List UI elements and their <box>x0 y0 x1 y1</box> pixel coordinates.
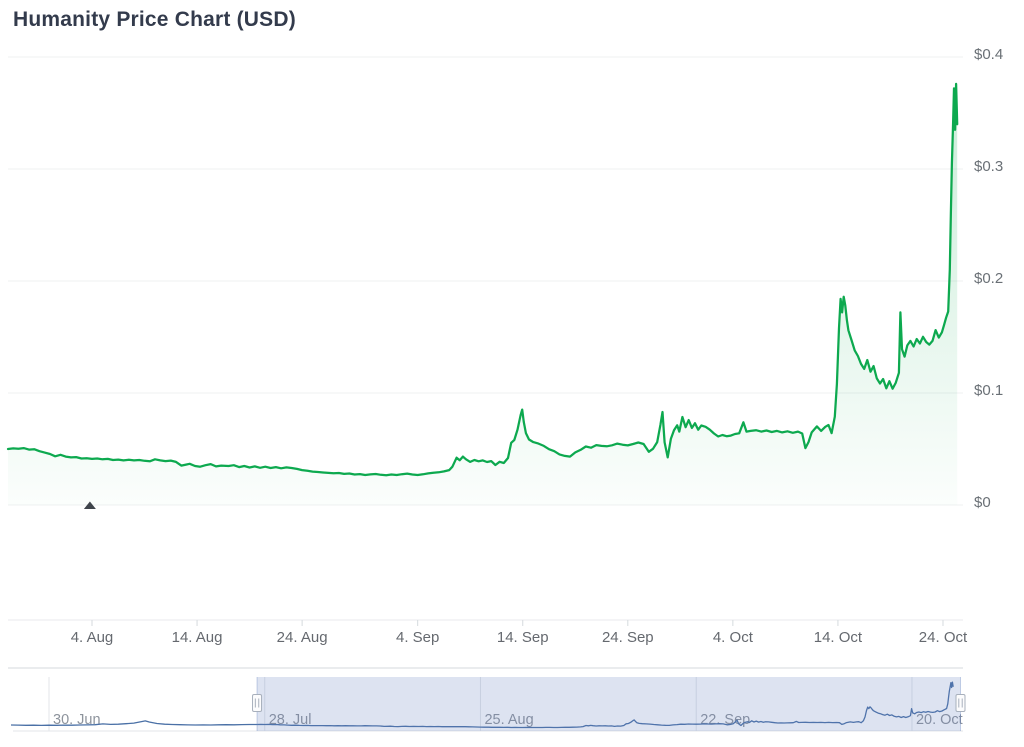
x-axis-label: 14. Sep <box>497 629 549 646</box>
nav-label: 25. Aug <box>484 712 533 728</box>
nav-handle-right[interactable] <box>955 694 966 712</box>
x-axis-label: 4. Aug <box>71 629 114 646</box>
nav-label: 28. Jul <box>269 712 312 728</box>
nav-handle-left-box[interactable] <box>252 694 263 712</box>
nav-handle-left[interactable] <box>252 694 263 712</box>
price-area <box>8 83 958 506</box>
x-axis-label: 4. Oct <box>713 629 754 646</box>
y-axis-label: $0.3 <box>974 158 1003 175</box>
x-axis-label: 14. Aug <box>172 629 223 646</box>
nav-handle-right-box[interactable] <box>955 694 966 712</box>
x-axis-label: 4. Sep <box>396 629 439 646</box>
x-axis-label: 14. Oct <box>814 629 863 646</box>
plot-area[interactable] <box>8 57 963 620</box>
nav-selected-region[interactable] <box>257 677 961 731</box>
y-axis-label: $0 <box>974 494 991 511</box>
y-axis-label: $0.4 <box>974 46 1003 63</box>
nav-series-line <box>10 681 954 729</box>
x-axis-label: 24. Oct <box>919 629 968 646</box>
price-line <box>6 82 959 477</box>
x-axis-label: 24. Sep <box>602 629 654 646</box>
chart-title: Humanity Price Chart (USD) <box>13 8 296 31</box>
y-axis-label: $0.2 <box>974 270 1003 287</box>
x-axis-label: 24. Aug <box>277 629 328 646</box>
nav-label: 30. Jun <box>53 712 101 728</box>
y-axis-label: $0.1 <box>974 382 1003 399</box>
event-marker-icon[interactable] <box>83 501 96 510</box>
nav-label: 20. Oct <box>916 712 963 728</box>
